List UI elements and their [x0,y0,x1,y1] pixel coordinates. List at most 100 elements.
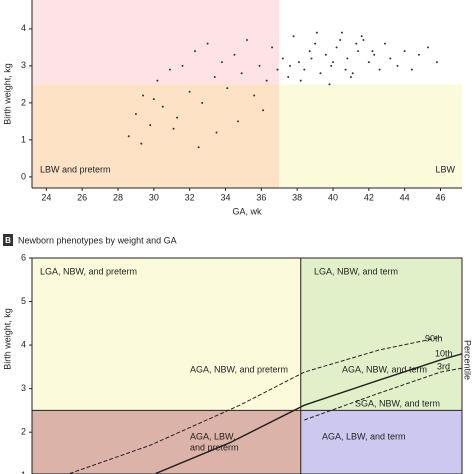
data-point [161,105,164,108]
data-point [346,57,349,60]
panel-badge [3,234,13,246]
x-tick-label: 24 [41,192,51,202]
region-upper-right [279,0,462,85]
data-point [330,64,333,67]
annotation: LGA, NBW, and term [314,266,398,276]
data-point [226,87,229,90]
data-point [168,68,171,71]
data-point [349,75,352,78]
data-point [315,31,318,34]
region-lower-right [300,410,462,474]
data-point [371,50,374,53]
x-tick-label: 34 [220,192,230,202]
annotation: AGA, NBW, and term [342,364,427,374]
data-point [233,53,236,56]
data-point [362,38,365,41]
plot-frame [31,257,463,474]
data-point [297,61,300,64]
y-tick-label: 1 [21,470,26,474]
x-tick-label: 28 [113,192,123,202]
y-tick-label: 4 [21,339,26,349]
region-upper-left [32,258,301,411]
data-point [328,83,331,86]
data-point [351,72,354,75]
data-point [149,124,152,127]
data-point [276,68,279,71]
data-point [418,53,420,56]
y-axis-label: Birth weight, kg [2,63,12,125]
data-point [332,61,334,64]
x-tick-label: 46 [435,192,445,202]
x-axis-label: GA, wk [232,206,262,216]
data-point [355,42,358,45]
data-point [197,146,200,149]
data-point [287,75,290,78]
x-tick-label: 42 [364,192,374,202]
y-tick-label: 3 [21,383,26,393]
data-point [403,50,406,53]
data-point [314,42,317,45]
data-point [253,94,256,97]
data-point [152,98,155,101]
data-point [265,79,268,82]
data-point [237,120,240,123]
curve-label: 10th [435,348,453,358]
x-tick-label: 30 [149,192,159,202]
x-tick-label: 40 [328,192,338,202]
annotation: and preterm [190,442,239,452]
x-tick-label: 26 [77,192,87,202]
data-point [389,57,392,60]
data-point [344,68,347,71]
data-point [188,90,191,93]
data-point [201,101,204,104]
annotation: LGA, NBW, and preterm [40,266,137,276]
y-tick-label: 2 [21,427,26,437]
data-point [357,50,360,53]
data-point [310,57,313,60]
data-point [271,46,274,49]
y-tick-label: 3 [21,60,26,70]
curve-label: 3rd [437,361,450,371]
region-lower-left [32,84,280,188]
annotation: LBW and preterm [40,164,111,174]
annotation: SGA, NBW, and term [355,398,440,408]
data-point [335,46,338,49]
region-lower-right [279,84,462,188]
x-tick-label: 44 [400,192,410,202]
panel-title: Newborn phenotypes by weight and GA [18,235,177,245]
data-point [303,68,306,71]
data-point [240,72,243,75]
data-point [299,79,302,82]
region-upper-right [300,258,462,411]
data-point [176,116,179,119]
x-tick-label: 36 [256,192,266,202]
data-point [339,38,342,41]
data-point [426,46,429,49]
data-point [127,135,130,138]
data-point [383,42,386,45]
y-axis-label: Birth weight, kg [2,308,12,370]
data-point [181,64,184,67]
annotation: AGA, LBW, and term [322,431,406,441]
data-point [220,61,223,64]
data-point [373,53,376,56]
y-tick-label: 4 [21,23,26,33]
y-tick-label: 5 [21,296,26,306]
data-point [246,38,248,41]
percentile-curve [155,353,463,474]
data-point [262,109,265,112]
y-tick-label: 6 [21,252,26,262]
legend-title: Percentile [463,340,473,380]
region-upper-left [32,0,280,85]
annotation: LBW [435,164,455,174]
region-lower-left [32,410,301,474]
y-tick-label: 2 [21,97,26,107]
data-point [281,57,284,60]
data-point [308,50,311,53]
data-point [378,68,381,71]
data-point [410,68,413,71]
y-tick-label: 1 [21,134,26,144]
data-point [360,35,363,38]
panel-letter: B [5,236,11,245]
